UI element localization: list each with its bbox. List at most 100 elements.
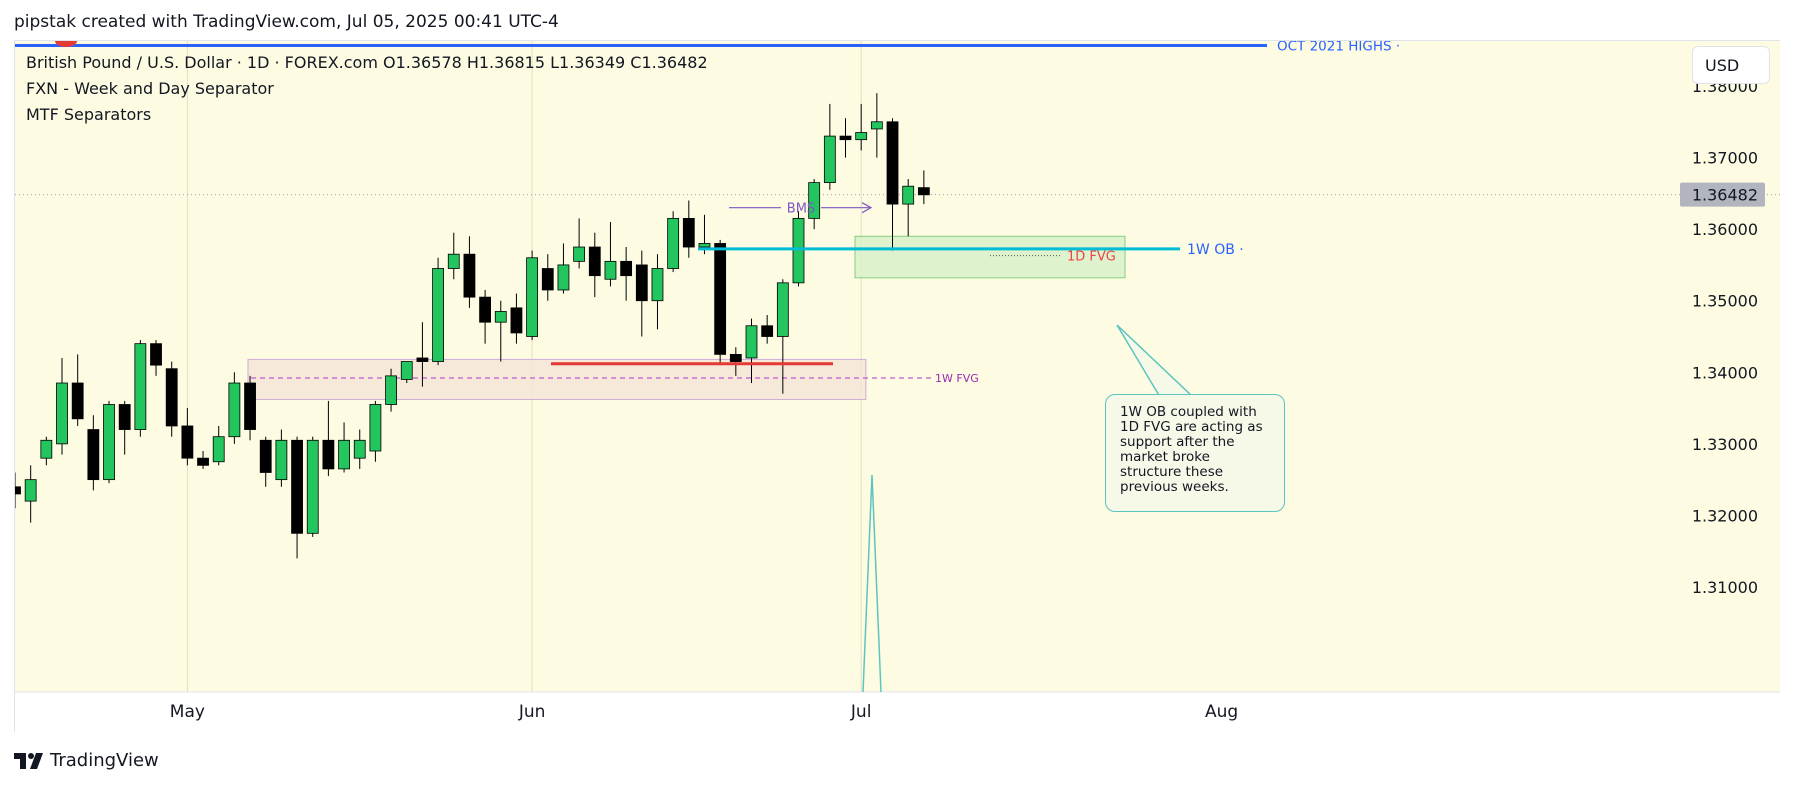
y-tick-label: 1.34000 xyxy=(1692,363,1758,382)
candle-body-up xyxy=(651,268,664,302)
candle-body-up xyxy=(134,343,147,430)
candle xyxy=(71,354,84,426)
candle xyxy=(416,322,429,387)
candle xyxy=(620,247,633,301)
candle-body-down xyxy=(259,439,272,473)
symbol-legend[interactable]: British Pound / U.S. Dollar · 1D · FOREX… xyxy=(26,53,708,72)
candle-body-up xyxy=(823,135,836,184)
candle xyxy=(808,179,821,230)
candle-body-down xyxy=(463,253,476,298)
bms-arrow-head xyxy=(861,202,873,214)
candle-body-down xyxy=(15,486,21,495)
candle-body-up xyxy=(792,218,805,284)
y-tick-label: 1.33000 xyxy=(1692,435,1758,454)
candle xyxy=(150,340,162,376)
candle-body-down xyxy=(322,439,335,470)
candle-body-down xyxy=(197,457,209,466)
candle-body-down xyxy=(588,246,601,277)
candle xyxy=(714,239,727,366)
candle xyxy=(338,422,350,473)
candle xyxy=(15,472,21,509)
candle xyxy=(902,179,915,237)
candle-body-up xyxy=(228,382,241,438)
candle xyxy=(369,400,382,462)
candle xyxy=(306,436,319,537)
candle-body-up xyxy=(557,264,570,291)
footer-brand: TradingView xyxy=(50,750,159,771)
chart-container[interactable]: May Jun Jul Aug 1.31000 1.32000 1.33000 1.34000… xyxy=(14,40,1781,733)
candle-body-down xyxy=(886,121,899,205)
candle-body-down xyxy=(714,243,727,355)
candle xyxy=(103,400,115,484)
candle-body-up xyxy=(902,185,915,205)
candle xyxy=(432,257,444,366)
candle xyxy=(776,279,789,394)
candle-body-up xyxy=(306,439,319,534)
candle xyxy=(588,232,601,298)
candle-body-down xyxy=(291,439,303,534)
candle-body-down xyxy=(635,264,648,302)
y-tick-label: 1.36000 xyxy=(1692,220,1758,239)
x-tick-label-jun: Jun xyxy=(518,702,546,722)
candle-body-down xyxy=(479,296,492,323)
candle xyxy=(541,254,554,301)
tradingview-logo-icon xyxy=(14,752,43,769)
candle xyxy=(651,254,664,330)
candle xyxy=(604,221,617,287)
candle-body-up xyxy=(808,182,821,219)
y-tick-label: 1.35000 xyxy=(1692,292,1758,311)
indicator-week-day-separator[interactable]: FXN - Week and Day Separator xyxy=(26,79,274,98)
candle-body-up xyxy=(776,282,789,337)
candle-body-up xyxy=(698,243,711,248)
candle-body-up xyxy=(275,439,288,481)
candle xyxy=(24,465,37,523)
candle-body-down xyxy=(181,425,194,459)
candle xyxy=(197,451,209,469)
candle-body-up xyxy=(338,439,350,470)
candle-body-down xyxy=(416,357,429,362)
candle xyxy=(870,93,883,158)
candle xyxy=(385,368,397,412)
candle-body-up xyxy=(526,257,539,337)
time-axis-background xyxy=(15,692,1780,733)
analysis-note[interactable]: 1W OB coupled with 1D FVG are acting as … xyxy=(1105,394,1285,512)
candle-body-down xyxy=(761,325,774,337)
candlestick-chart[interactable]: May Jun Jul Aug 1.31000 1.32000 1.33000 1.34000… xyxy=(15,41,1781,733)
candle-body-up xyxy=(494,311,507,323)
y-tick-label: 1.37000 xyxy=(1692,149,1758,168)
candle xyxy=(275,429,288,487)
candle-body-up xyxy=(400,361,413,380)
candle-body-up xyxy=(745,325,758,359)
candle-body-down xyxy=(150,343,162,366)
candle-body-down xyxy=(917,187,930,196)
candle xyxy=(745,318,758,384)
fvg-1w-zone xyxy=(247,358,867,400)
spike-pointer xyxy=(862,474,882,693)
candle-body-down xyxy=(165,368,178,427)
candle-body-up xyxy=(447,253,460,269)
candle-body-up xyxy=(40,439,53,459)
candle xyxy=(87,415,100,491)
candle-body-down xyxy=(71,382,84,420)
fvg-1d-zone xyxy=(854,235,1126,279)
candle xyxy=(228,372,241,444)
candle-body-down xyxy=(244,382,256,430)
chart-header-title: pipstak created with TradingView.com, Ju… xyxy=(14,12,559,32)
candle-body-up xyxy=(870,121,883,130)
candle-body-down xyxy=(682,218,695,248)
candle xyxy=(729,347,742,376)
candle-body-up xyxy=(667,218,680,269)
candle xyxy=(165,361,178,437)
candle xyxy=(181,408,194,466)
candle-body-up xyxy=(212,436,225,463)
indicator-mtf-separators[interactable]: MTF Separators xyxy=(26,105,152,124)
currency-selector[interactable]: USD xyxy=(1692,46,1770,84)
candle-body-up xyxy=(573,246,586,262)
last-price-tag xyxy=(1680,182,1765,207)
candle xyxy=(526,250,539,341)
candle xyxy=(494,300,507,362)
candle-body-up xyxy=(56,382,68,445)
candle-body-down xyxy=(87,429,100,481)
candle xyxy=(291,436,303,559)
ob-1w-label: 1W OB · xyxy=(1187,242,1244,258)
